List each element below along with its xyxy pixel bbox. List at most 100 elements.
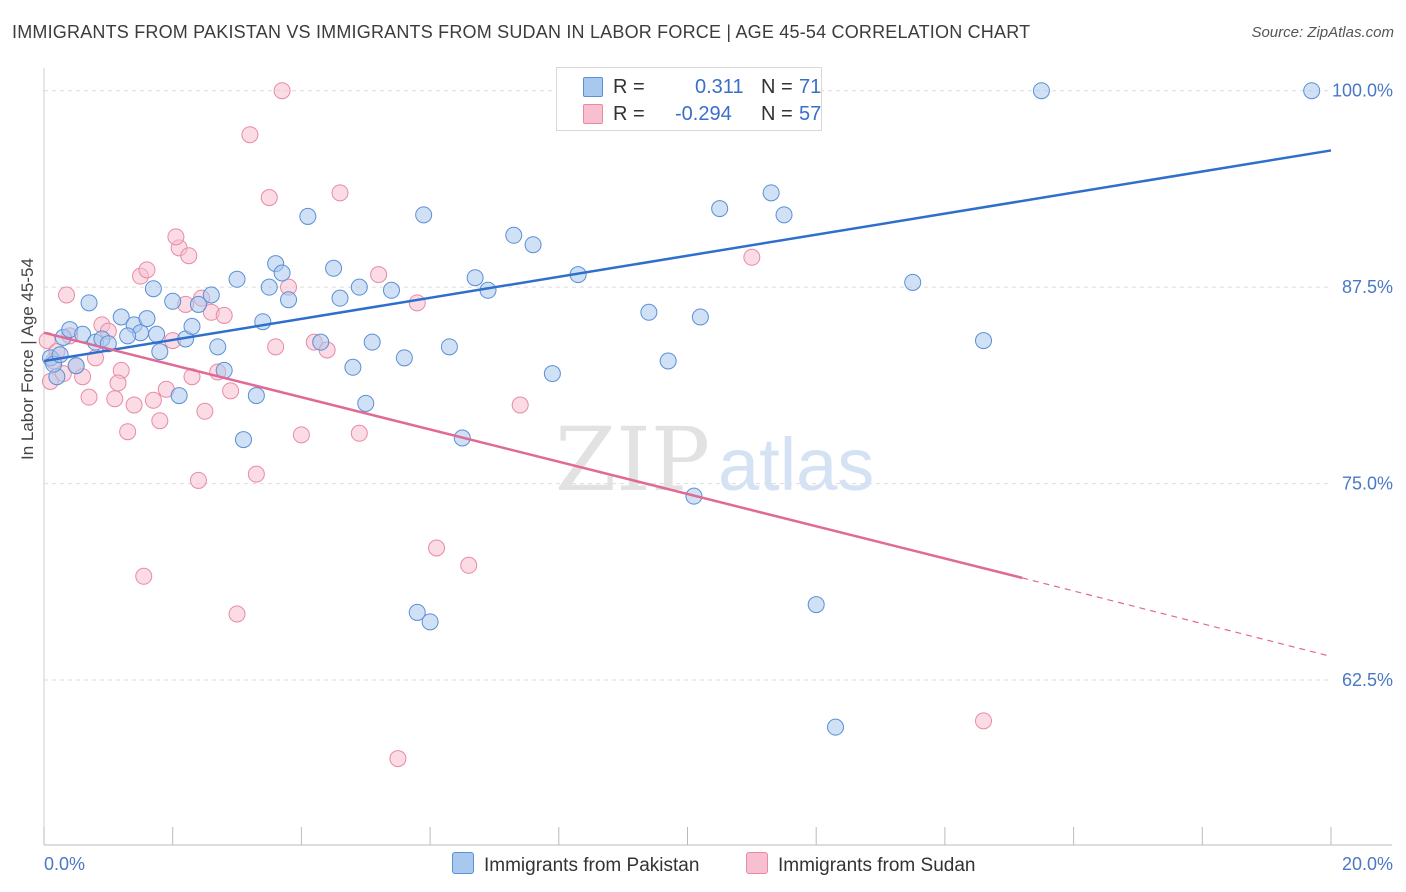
pakistan-point [363, 333, 381, 351]
pakistan-point [164, 292, 182, 310]
pakistan-point [395, 349, 413, 367]
pakistan-swatch [583, 77, 603, 97]
sudan-point [125, 396, 143, 414]
pakistan-legend-label: Immigrants from Pakistan [484, 855, 700, 876]
pakistan-legend-swatch [452, 852, 474, 874]
pakistan-point [440, 338, 458, 356]
sudan-points [38, 82, 993, 768]
sudan-point [222, 382, 240, 400]
pakistan-point [260, 278, 278, 296]
sudan-point [292, 426, 310, 444]
pakistan-point [640, 303, 658, 321]
pakistan-point [775, 206, 793, 224]
pakistan-point [202, 286, 220, 304]
pakistan-point [209, 338, 227, 356]
pakistan-point [1032, 82, 1050, 100]
sudan-point [109, 374, 127, 392]
pakistan-point [382, 281, 400, 299]
pakistan-point [273, 264, 291, 282]
pakistan-point [975, 332, 993, 350]
x-tick-label: 0.0% [44, 854, 85, 874]
y-tick-label: 100.0% [1332, 81, 1393, 101]
pakistan-point [415, 206, 433, 224]
sudan-point [135, 567, 153, 585]
r-label: R = [613, 103, 645, 125]
chart-title: IMMIGRANTS FROM PAKISTAN VS IMMIGRANTS F… [12, 22, 1031, 42]
bottom-legend-sudan: Immigrants from Sudan [746, 852, 975, 877]
pakistan-point [144, 280, 162, 298]
sudan-point [247, 465, 265, 483]
pakistan-point [228, 270, 246, 288]
n-label: N = [761, 76, 793, 98]
pakistan-point [1303, 82, 1321, 100]
pakistan-point [280, 291, 298, 309]
y-tick-labels: 100.0% 87.5% 75.0% 62.5% [1332, 81, 1393, 690]
n-label: N = [761, 103, 793, 125]
axes [43, 68, 1392, 846]
pakistan-point [189, 295, 207, 313]
sudan-point [189, 471, 207, 489]
sudan-point [228, 605, 246, 623]
sudan-point [511, 396, 529, 414]
watermark-atlas: atlas [718, 423, 874, 506]
x-tick-label: 20.0% [1342, 854, 1393, 874]
pakistan-point [659, 352, 677, 370]
pakistan-point [711, 200, 729, 218]
pakistan-trend-line [43, 149, 1332, 363]
pakistan-point [234, 431, 252, 449]
sudan-legend-label: Immigrants from Sudan [778, 855, 976, 876]
pakistan-point [408, 603, 426, 621]
x-tick-labels: 0.0% 20.0% [44, 854, 1393, 874]
sudan-point [196, 402, 214, 420]
sudan-point [408, 294, 426, 312]
pakistan-r-value: 0.311 [695, 76, 744, 98]
pakistan-point [112, 308, 130, 326]
pakistan-point [543, 365, 561, 383]
pakistan-point [357, 394, 375, 412]
sudan-point [58, 286, 76, 304]
sudan-swatch [583, 104, 603, 124]
sudan-point [460, 556, 478, 574]
pakistan-point [331, 289, 349, 307]
pakistan-point [119, 327, 137, 345]
pakistan-point [691, 308, 709, 326]
sudan-point [106, 390, 124, 408]
sudan-point [267, 338, 285, 356]
pakistan-point [325, 259, 343, 277]
pakistan-point [350, 278, 368, 296]
pakistan-point [807, 596, 825, 614]
sudan-point [273, 82, 291, 100]
sudan-point [167, 228, 185, 246]
pakistan-point [299, 207, 317, 225]
pakistan-point [344, 358, 362, 376]
watermark: ZIP atlas [555, 408, 874, 511]
correlation-legend: R = 0.311 N = 71 R = -0.294 N = 57 [556, 67, 822, 131]
pakistan-point [904, 273, 922, 291]
pakistan-point [524, 236, 542, 254]
sudan-point [428, 539, 446, 557]
pakistan-point [466, 269, 484, 287]
pakistan-point [148, 325, 166, 343]
pakistan-point [762, 184, 780, 202]
pakistan-point [312, 333, 330, 351]
pakistan-point [151, 343, 169, 361]
pakistan-point [421, 613, 439, 631]
sudan-point [80, 388, 98, 406]
trend-lines [43, 149, 1332, 658]
sudan-trend-extension [1021, 577, 1332, 658]
sudan-point [350, 424, 368, 442]
sudan-point [151, 412, 169, 430]
y-tick-label: 87.5% [1342, 277, 1393, 297]
sudan-point [144, 391, 162, 409]
sudan-point [180, 247, 198, 265]
sudan-legend-swatch [746, 852, 768, 874]
sudan-point [119, 423, 137, 441]
sudan-n-value: 57 [799, 103, 822, 125]
sudan-point [743, 248, 761, 266]
r-label: R = [613, 76, 645, 98]
source-label: Source: ZipAtlas.com [1251, 24, 1394, 41]
sudan-point [975, 712, 993, 730]
pakistan-point [67, 357, 85, 375]
pakistan-point [183, 317, 201, 335]
